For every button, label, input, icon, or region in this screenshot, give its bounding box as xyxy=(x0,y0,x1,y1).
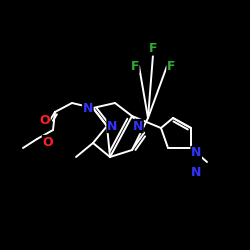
Text: F: F xyxy=(149,42,157,55)
Text: N: N xyxy=(82,102,93,114)
Text: N: N xyxy=(133,120,143,132)
Text: O: O xyxy=(40,114,50,126)
Text: F: F xyxy=(130,60,139,72)
Text: O: O xyxy=(42,136,53,148)
Text: F: F xyxy=(167,60,175,72)
Text: N: N xyxy=(107,120,118,132)
Text: N: N xyxy=(191,166,202,178)
Text: N: N xyxy=(191,146,202,160)
